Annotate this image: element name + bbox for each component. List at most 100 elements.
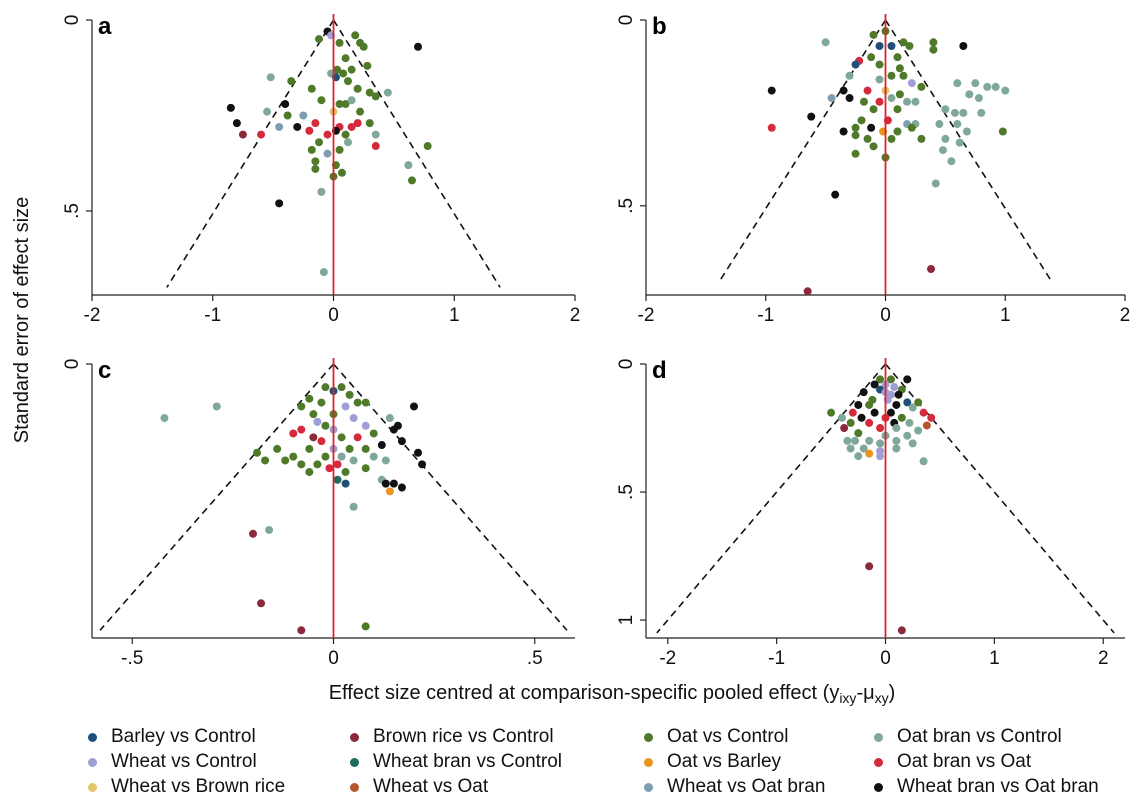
legend-item: Brown rice vs Control	[350, 724, 554, 750]
data-point	[865, 562, 874, 571]
legend-marker	[88, 757, 97, 767]
panel-label: b	[652, 13, 667, 40]
data-point	[863, 86, 872, 95]
data-point	[767, 123, 776, 132]
x-tick-label: 0	[880, 648, 891, 669]
x-tick-label: 0	[328, 648, 339, 669]
data-point	[407, 176, 416, 185]
data-point	[767, 86, 776, 95]
data-point	[977, 108, 986, 117]
legend-label: Oat bran vs Control	[897, 726, 1062, 747]
legend-label: Wheat vs Oat	[373, 776, 489, 797]
legend-label: Barley vs Control	[111, 726, 256, 747]
data-point	[317, 398, 326, 407]
data-point	[865, 418, 874, 427]
data-point	[383, 88, 392, 97]
x-tick-label: .5	[527, 648, 543, 669]
x-tick-label: 0	[880, 305, 891, 326]
y-tick-label: 1	[616, 615, 637, 626]
data-point	[875, 60, 884, 69]
data-point	[848, 408, 857, 417]
data-point	[418, 460, 427, 469]
data-point	[397, 437, 406, 446]
data-point	[851, 131, 860, 140]
legend-label: Wheat bran vs Control	[373, 751, 563, 772]
data-point	[965, 90, 974, 99]
data-point	[313, 460, 322, 469]
data-point	[892, 436, 901, 445]
data-point	[323, 149, 332, 158]
legend-item: Oat vs Barley	[644, 749, 781, 775]
data-point	[335, 38, 344, 47]
data-point	[341, 54, 350, 63]
data-point	[347, 122, 356, 131]
data-point	[887, 42, 896, 51]
data-point	[321, 421, 330, 430]
data-point	[365, 119, 374, 128]
legend-label: Oat vs Control	[667, 726, 789, 747]
data-point	[827, 408, 836, 417]
data-point	[347, 96, 356, 105]
panel-c: -.5 0 .5 0 c	[62, 357, 575, 669]
data-point	[983, 82, 992, 91]
legend-label: Oat vs Barley	[667, 751, 782, 772]
data-point	[991, 82, 1000, 91]
data-point	[859, 388, 868, 397]
data-point	[307, 145, 316, 154]
data-point	[875, 97, 884, 106]
data-point	[305, 468, 314, 477]
data-point	[914, 426, 923, 435]
data-point	[333, 475, 342, 484]
data-point	[917, 134, 926, 143]
data-point	[962, 127, 971, 136]
legend-item: Wheat vs Brown rice	[88, 774, 285, 800]
x-tick-label: -1	[768, 648, 785, 669]
data-point	[353, 433, 362, 442]
data-point	[377, 441, 386, 450]
data-point	[361, 421, 370, 430]
data-point	[353, 119, 362, 128]
data-point	[959, 108, 968, 117]
data-point	[349, 456, 358, 465]
x-tick-label: -1	[204, 305, 221, 326]
data-point	[293, 122, 302, 131]
data-point	[851, 123, 860, 132]
data-point	[226, 103, 235, 112]
data-point	[369, 452, 378, 461]
data-point	[371, 142, 380, 151]
data-point	[886, 375, 895, 384]
x-tick-label: 1	[449, 305, 460, 326]
funnel-right-line	[884, 363, 1115, 634]
data-point	[266, 73, 275, 82]
data-point	[297, 402, 306, 411]
data-point	[397, 483, 406, 492]
data-point	[249, 529, 257, 538]
data-point	[305, 394, 314, 403]
legend-item: Wheat vs Control	[88, 749, 257, 775]
data-point	[903, 398, 912, 407]
data-point	[865, 436, 874, 445]
data-point	[998, 127, 1007, 136]
legend-marker	[644, 732, 653, 742]
data-point	[385, 414, 394, 423]
data-point	[238, 130, 247, 139]
legend: Barley vs Control Wheat vs Control Wheat v…	[88, 724, 1144, 802]
data-point	[851, 149, 860, 158]
legend-item: Wheat bran vs Control	[350, 749, 562, 775]
data-point	[317, 96, 326, 105]
data-point	[257, 599, 266, 608]
data-point	[890, 383, 899, 392]
data-point	[253, 448, 262, 457]
data-point	[339, 69, 348, 78]
data-point	[851, 436, 860, 445]
funnel-left-line	[166, 19, 335, 288]
data-point	[315, 35, 324, 44]
data-point	[287, 77, 296, 86]
data-point	[423, 142, 432, 151]
data-point	[922, 421, 931, 430]
data-point	[349, 414, 358, 423]
data-point	[919, 408, 928, 417]
legend-item: Wheat vs Oat bran	[644, 774, 825, 800]
data-point	[333, 65, 342, 74]
y-tick-label: 0	[616, 359, 637, 370]
